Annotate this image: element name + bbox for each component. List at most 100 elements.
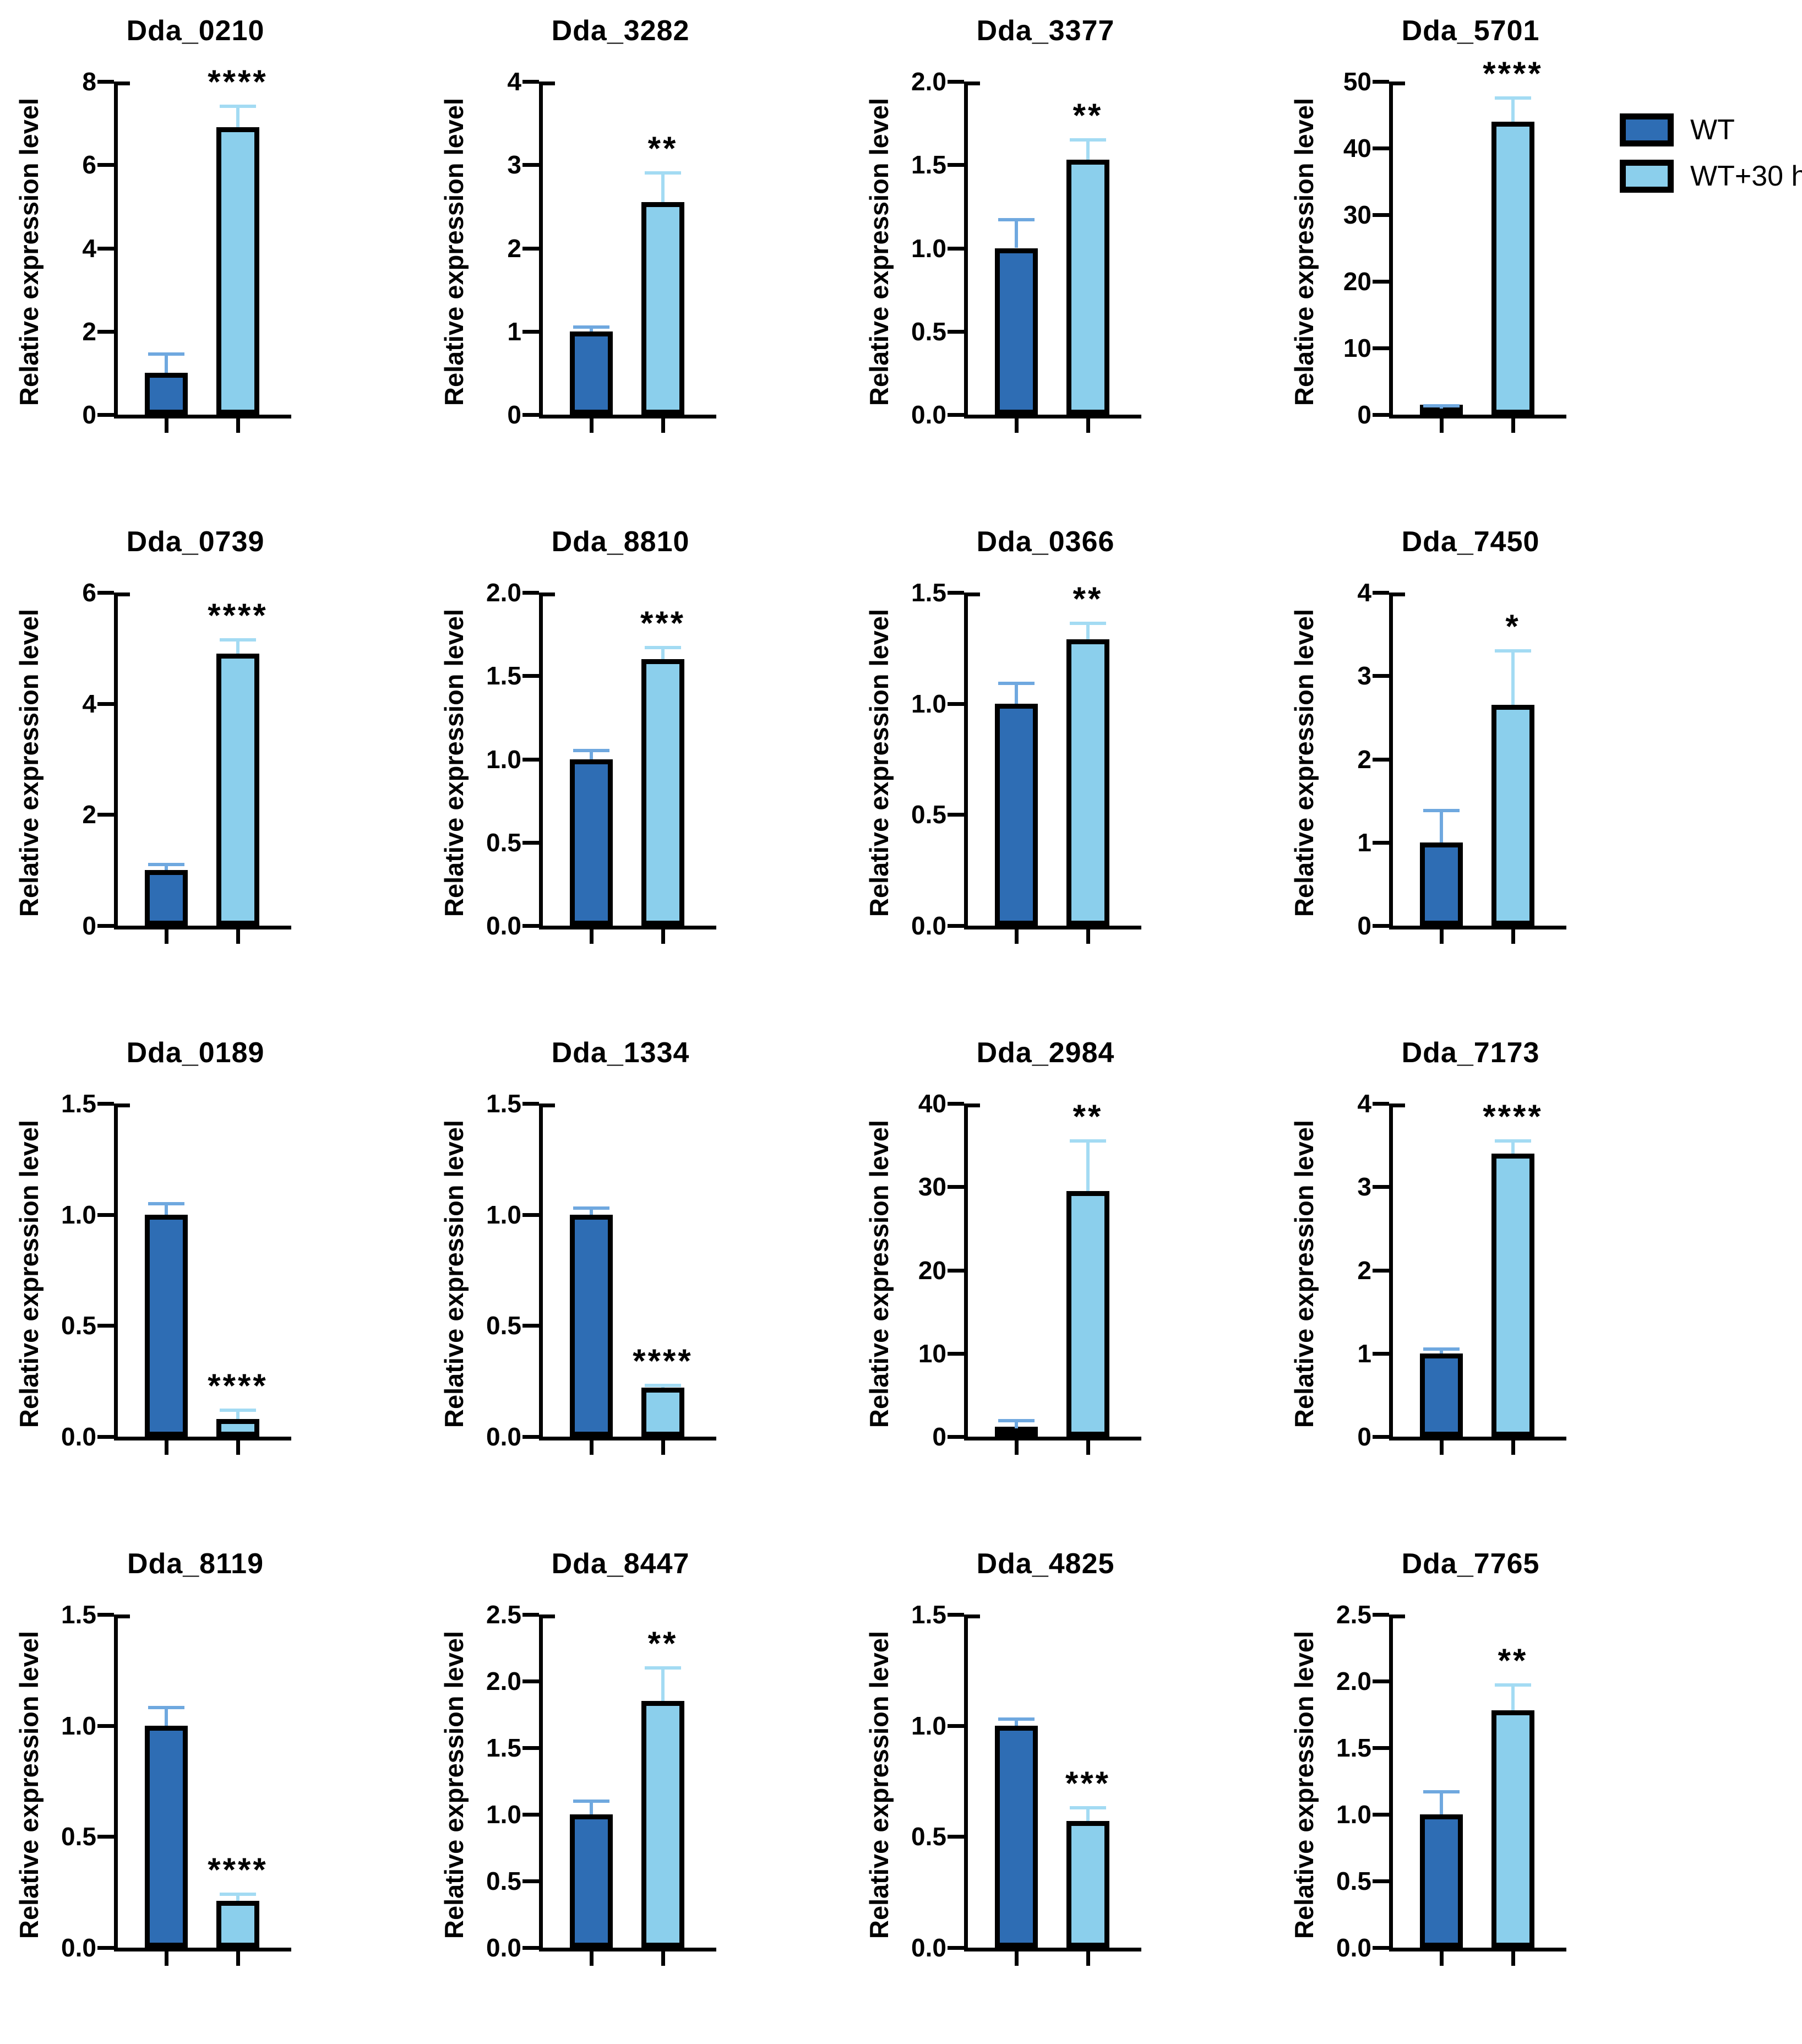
y-tick-mark	[522, 757, 539, 762]
y-tick-mark	[948, 702, 964, 706]
chart-title: Dda_3282	[551, 15, 690, 47]
error-bar-wt	[590, 1208, 593, 1215]
chart-area: Relative expression level ** 0.0 0.5 1.0 1.…	[439, 1600, 849, 1989]
bar-wt-30h	[1066, 639, 1109, 926]
error-bar-wt	[1015, 1421, 1018, 1428]
error-cap-wt-30h	[220, 1893, 256, 1896]
error-bar-wt	[165, 865, 168, 871]
y-tick-mark	[1373, 213, 1389, 217]
chart-title: Dda_8119	[127, 1548, 264, 1580]
y-tick-label: 4	[1357, 578, 1371, 607]
significance-stars: **	[647, 130, 678, 167]
x-tick-mark	[661, 418, 665, 433]
legend-swatch-wt	[1620, 113, 1674, 146]
y-tick-mark	[97, 329, 114, 334]
bar-wt	[570, 1214, 613, 1437]
y-tick-mark	[1373, 591, 1389, 595]
bar-wt-30h	[216, 653, 259, 926]
y-tick-label: 1.0	[1336, 1800, 1371, 1829]
significance-stars: **	[1073, 580, 1103, 618]
y-tick-label: 0	[932, 1422, 946, 1451]
y-axis-top-hook	[1393, 592, 1405, 596]
y-axis-top-hook	[968, 592, 980, 596]
bar-wt-30h	[641, 202, 684, 415]
y-tick-mark	[97, 591, 114, 595]
error-cap-wt-30h	[1495, 1683, 1531, 1687]
y-tick-mark	[97, 1102, 114, 1106]
error-bar-wt-30h	[661, 1667, 665, 1701]
y-tick-mark	[948, 163, 964, 167]
x-tick-mark	[1086, 418, 1090, 433]
x-tick-mark	[1511, 1440, 1515, 1455]
y-tick-mark	[522, 1879, 539, 1883]
chart-title: Dda_5701	[1401, 15, 1540, 47]
y-tick-label: 1.0	[61, 1711, 96, 1740]
x-axis-line	[1389, 1948, 1566, 1951]
y-tick-label: 0.5	[61, 1311, 96, 1340]
y-tick-label: 0	[507, 400, 521, 429]
bar-wt	[570, 331, 613, 415]
x-tick-mark	[590, 1951, 594, 1966]
y-tick-mark	[97, 80, 114, 84]
error-cap-wt-30h	[1070, 1139, 1106, 1143]
plot-area: ****	[1393, 1098, 1565, 1437]
y-tick-mark	[1373, 924, 1389, 928]
error-bar-wt-30h	[1086, 623, 1090, 639]
error-cap-wt	[998, 1419, 1035, 1423]
plot-area: ****	[118, 1614, 290, 1948]
y-tick-mark	[1373, 674, 1389, 678]
chart-area: Relative expression level **** 0.0 0.5 1.0…	[439, 1089, 849, 1478]
bar-wt-30h	[1066, 160, 1109, 415]
x-axis-line	[964, 1948, 1141, 1951]
y-tick-mark	[1373, 1613, 1389, 1617]
y-axis-line	[964, 1614, 968, 1951]
gene-chart-panel: Dda_0739 Relative expression level **** …	[6, 511, 431, 1022]
y-tick-label: 1.0	[911, 689, 946, 718]
plot-area: *	[1393, 592, 1565, 926]
significance-stars: ****	[208, 1851, 268, 1889]
y-axis-top-hook	[968, 1103, 980, 1107]
bar-wt-30h	[216, 1418, 259, 1437]
error-bar-wt-30h	[1511, 98, 1515, 122]
plot-area: ****	[118, 63, 290, 415]
error-bar-wt-30h	[1086, 1141, 1090, 1191]
gene-chart-panel: Dda_8119 Relative expression level **** …	[6, 1533, 431, 2044]
y-tick-mark	[522, 591, 539, 595]
y-tick-mark	[522, 329, 539, 334]
y-tick-mark	[522, 246, 539, 251]
legend: WT WT+30 h	[1620, 113, 1802, 206]
bar-wt-30h	[1066, 1190, 1109, 1437]
x-tick-mark	[236, 418, 240, 433]
y-axis-label: Relative expression level	[864, 1630, 894, 1939]
y-tick-label: 1.5	[911, 1600, 946, 1629]
y-tick-mark	[948, 924, 964, 928]
legend-item-wt: WT	[1620, 113, 1802, 146]
y-axis-line	[539, 1614, 543, 1951]
significance-stars: **	[1073, 96, 1103, 134]
error-cap-wt	[1423, 1347, 1460, 1351]
error-cap-wt	[998, 218, 1035, 222]
y-tick-label: 0	[1357, 911, 1371, 940]
gene-chart-panel: Dda_1334 Relative expression level **** …	[431, 1022, 856, 1533]
y-axis-line	[114, 592, 118, 929]
bar-wt	[145, 870, 188, 926]
error-cap-wt-30h	[645, 171, 681, 175]
y-tick-label: 40	[1343, 134, 1371, 162]
error-cap-wt	[1423, 404, 1460, 408]
y-tick-label: 3	[1357, 1172, 1371, 1202]
error-cap-wt-30h	[220, 1408, 256, 1412]
chart-area: Relative expression level ** 0.0 0.5 1.0 1.…	[864, 67, 1274, 456]
x-axis-line	[114, 926, 291, 929]
y-tick-mark	[1373, 840, 1389, 845]
plot-area: **	[1393, 1614, 1565, 1948]
legend-item-wt-30h: WT+30 h	[1620, 160, 1802, 193]
y-tick-label: 30	[1343, 200, 1371, 229]
y-tick-mark	[97, 1613, 114, 1617]
y-tick-mark	[948, 1351, 964, 1356]
bar-wt	[995, 703, 1038, 926]
plot-area: ***	[968, 1614, 1140, 1948]
y-axis-top-hook	[118, 1614, 130, 1618]
x-tick-mark	[1511, 1951, 1515, 1966]
